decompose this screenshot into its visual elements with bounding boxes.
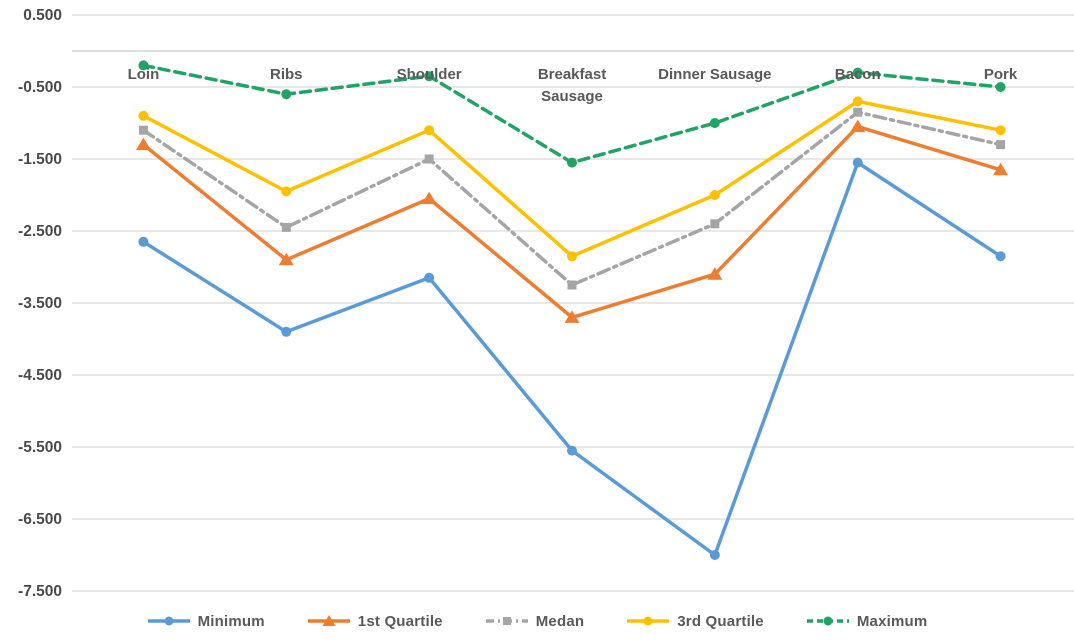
data-point-medan-breakfast-sausage [567, 280, 577, 290]
y-axis-tick-label: 0.500 [23, 7, 62, 24]
data-point-maximum-loin [138, 60, 149, 71]
data-point-3rd-quartile-dinner-sausage [709, 190, 720, 200]
y-axis-tick-label: -4.500 [18, 367, 62, 384]
data-point-3rd-quartile-bacon [852, 96, 863, 107]
y-axis-tick-label: -0.500 [18, 79, 62, 96]
data-point-minimum-dinner-sausage [709, 550, 720, 560]
legend-swatch-minimum-icon [147, 616, 190, 626]
data-point-medan-bacon [853, 107, 863, 117]
legend-marker-medan-icon [502, 617, 511, 625]
data-point-medan-shoulder [424, 154, 434, 164]
data-point-minimum-ribs [281, 326, 292, 337]
data-point-3rd-quartile-loin [138, 110, 149, 121]
legend-marker-minimum-icon [164, 616, 174, 626]
legend-item-maximum: Maximum [806, 613, 928, 630]
chart-legend: Minimum 1st Quartile Medan 3rd Quartile Maxi… [0, 602, 1074, 640]
y-axis-tick-label: -3.500 [18, 295, 62, 312]
series-line-minimum [141, 160, 1003, 557]
data-point-3rd-quartile-ribs [281, 186, 292, 197]
data-point-medan-loin [138, 125, 148, 135]
data-point-maximum-breakfast-sausage [567, 157, 577, 168]
data-point-minimum-bacon [852, 157, 863, 168]
x-axis-label-ribs: Ribs [270, 66, 303, 83]
x-axis-label-pork: Pork [984, 66, 1018, 83]
legend-item-minimum: Minimum [147, 613, 265, 630]
data-point-3rd-quartile-breakfast-sausage [567, 251, 577, 262]
legend-marker-1st-quartile-icon [322, 615, 336, 626]
data-point-minimum-loin [138, 236, 149, 247]
data-point-maximum-ribs [281, 89, 292, 100]
legend-item-1st-quartile: 1st Quartile [307, 613, 443, 630]
data-point-1st-quartile-ribs [278, 252, 294, 266]
y-axis-tick-label: -7.500 [18, 583, 62, 600]
data-point-maximum-shoulder [424, 71, 435, 82]
legend-label: Minimum [197, 612, 265, 630]
data-point-1st-quartile-breakfast-sausage [564, 310, 580, 323]
legend-swatch-3rd-quartile-icon [627, 616, 670, 626]
data-point-medan-dinner-sausage [710, 219, 720, 229]
legend-label: 1st Quartile [357, 612, 443, 630]
data-point-1st-quartile-bacon [850, 119, 866, 133]
series-line-3rd-quartile [141, 99, 1003, 258]
legend-marker-3rd-quartile-icon [643, 616, 653, 626]
x-axis-label-dinner-sausage: Dinner Sausage [658, 66, 771, 83]
x-axis-label-loin: Loin [128, 66, 160, 83]
legend-item-medan: Medan [485, 613, 585, 630]
legend-swatch-maximum-icon [806, 616, 849, 626]
y-axis-tick-label: -1.500 [18, 151, 62, 168]
y-axis-tick-label: -5.500 [18, 439, 62, 456]
data-point-medan-pork [996, 140, 1006, 150]
y-axis-tick-label: -6.500 [18, 511, 62, 528]
data-point-1st-quartile-dinner-sausage [707, 267, 723, 280]
data-point-1st-quartile-shoulder [421, 191, 437, 205]
x-axis-label-breakfast-sausage: Breakfast [538, 66, 606, 83]
data-point-minimum-pork [995, 251, 1006, 262]
x-axis-label-breakfast-sausage: Sausage [541, 88, 603, 105]
legend-item-3rd-quartile: 3rd Quartile [626, 613, 764, 630]
data-point-1st-quartile-pork [993, 162, 1009, 176]
data-point-1st-quartile-loin [135, 137, 151, 151]
data-point-3rd-quartile-shoulder [424, 125, 435, 136]
x-axis-label-shoulder: Shoulder [397, 66, 462, 83]
legend-swatch-1st-quartile-icon [307, 615, 350, 626]
legend-marker-maximum-icon [823, 616, 833, 626]
data-point-minimum-shoulder [424, 272, 435, 283]
data-point-medan-ribs [281, 222, 291, 232]
data-point-minimum-breakfast-sausage [567, 445, 577, 456]
data-point-maximum-dinner-sausage [709, 118, 720, 128]
legend-label: 3rd Quartile [677, 612, 764, 630]
data-point-maximum-pork [995, 82, 1006, 92]
legend-label: Maximum [856, 612, 928, 630]
y-axis-tick-label: -2.500 [18, 223, 62, 240]
data-point-3rd-quartile-pork [995, 125, 1006, 136]
legend-label: Medan [535, 612, 585, 630]
data-point-maximum-bacon [852, 67, 863, 78]
legend-swatch-medan-icon [485, 617, 528, 625]
x-axis-label-bacon: Bacon [835, 66, 881, 83]
